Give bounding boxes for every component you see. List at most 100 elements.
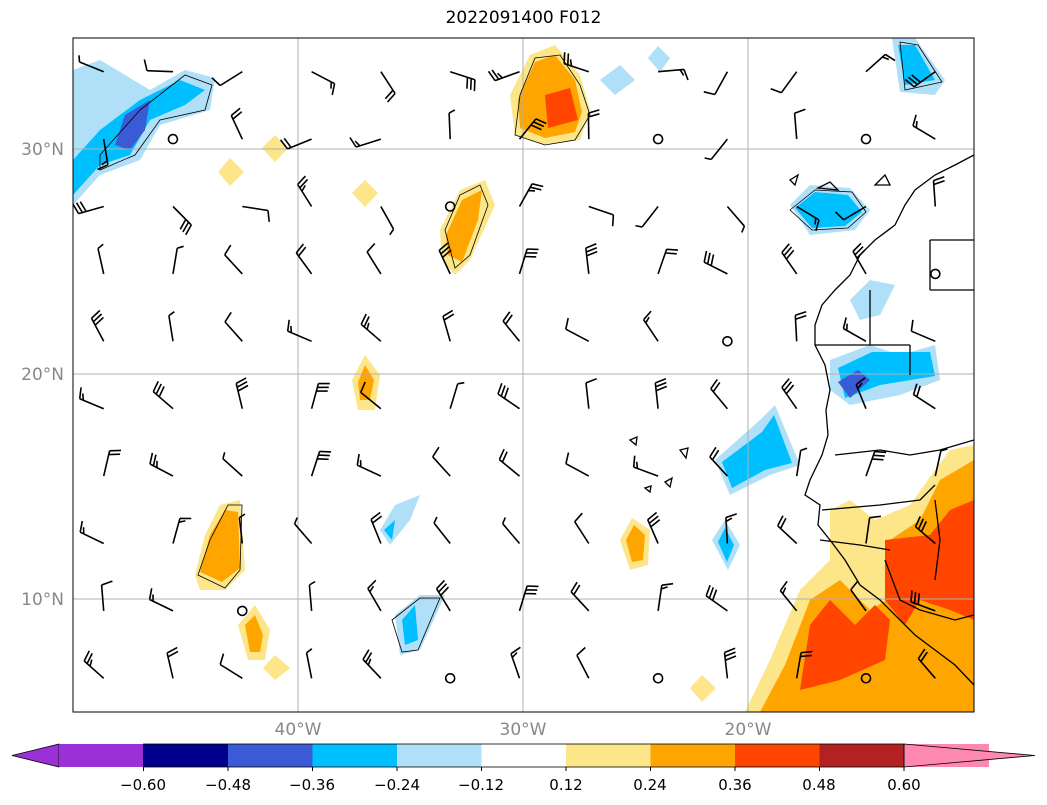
pos-area-dot-d: [352, 180, 378, 207]
pos-area-africa-core: [800, 600, 890, 690]
wind-barb: [912, 383, 936, 410]
wind-barb: [97, 138, 109, 171]
wind-barb: [286, 319, 312, 343]
wind-barb: [279, 137, 312, 150]
wind-barb: [230, 107, 244, 140]
wind-barb: [211, 71, 243, 87]
colorbar: [11, 743, 1036, 771]
wind-barb: [914, 516, 936, 545]
colorbar-segment: [819, 744, 905, 767]
wind-barb: [349, 137, 382, 148]
wind-barb: [224, 311, 243, 342]
wind-barb: [658, 68, 689, 81]
wind-barb: [435, 579, 451, 612]
colorbar-segment: [650, 744, 736, 767]
wind-barb: [725, 513, 737, 544]
pos-area-dot-b: [218, 158, 244, 186]
pos-area-sw2: [263, 655, 290, 680]
wind-barb: [498, 448, 521, 477]
wind-barb: [380, 71, 396, 103]
wind-barb: [168, 311, 175, 342]
wind-barb: [932, 176, 945, 207]
wind-barb: [501, 517, 521, 545]
wind-barb: [97, 243, 105, 275]
wind-barb: [587, 109, 600, 140]
wind-barb: [238, 513, 246, 544]
colorbar-tick-label: 0.24: [633, 776, 666, 794]
colorbar-tick-label: 0.12: [549, 776, 582, 794]
wind-barb: [642, 310, 659, 342]
wind-barb: [78, 387, 105, 410]
wind-barb: [850, 580, 867, 612]
wind-barb: [83, 650, 105, 679]
lon-label-40w: 40°W: [275, 720, 322, 740]
wind-barb: [934, 448, 948, 477]
wind-barb: [487, 69, 520, 82]
pos-area-top-center-core: [545, 88, 578, 128]
colorbar-segment: [228, 744, 313, 767]
wind-barb-calm: [652, 672, 664, 684]
wind-barb: [510, 646, 521, 679]
colorbar-segment: [59, 744, 144, 767]
colorbar-tick-label: 0.60: [887, 776, 920, 794]
wind-barb: [704, 138, 729, 161]
wind-barb: [235, 377, 249, 409]
wind-barb: [360, 313, 382, 342]
colorbar-segment: [566, 744, 651, 767]
wind-barb: [793, 108, 806, 140]
wind-barb: [703, 250, 728, 275]
wind-barb: [311, 70, 336, 96]
wind-barb: [795, 650, 813, 679]
wind-barb: [657, 582, 674, 612]
wind-barb: [172, 205, 192, 236]
neg-area-ne-inner: [898, 45, 935, 85]
wind-barb: [297, 175, 313, 207]
wind-barb: [497, 383, 520, 410]
wind-barb: [293, 517, 313, 545]
wind-barb: [865, 450, 887, 477]
wind-barb: [646, 511, 661, 544]
colorbar-frame: [143, 743, 905, 768]
wind-barb: [219, 653, 243, 679]
wind-barb: [308, 580, 316, 611]
wind-barb: [380, 206, 395, 236]
neg-area-small-f: [850, 280, 895, 320]
wind-barb: [90, 309, 105, 342]
lat-label-30n: 30°N: [21, 140, 64, 160]
wind-barb-calm: [236, 605, 248, 617]
wind-barb: [852, 242, 867, 275]
wind-barb-calm: [860, 133, 872, 145]
wind-barb: [449, 381, 465, 409]
wind-barb: [565, 452, 590, 477]
wind-barb: [172, 517, 192, 544]
wind-barb: [73, 201, 104, 215]
neg-area-capeverde-inner: [722, 415, 792, 488]
wind-barb: [359, 381, 382, 410]
neg-area-nw-core: [115, 100, 150, 150]
colorbar-segment: [312, 744, 398, 767]
wind-barbs: [73, 52, 948, 684]
wind-barb: [166, 646, 179, 679]
wind-barb-calm: [167, 133, 179, 145]
wind-barb: [449, 70, 476, 92]
neg-area-small-e: [648, 46, 670, 72]
wind-barb: [152, 381, 174, 410]
wind-barb: [910, 590, 936, 612]
wind-barb: [148, 588, 174, 612]
wind-barb: [502, 311, 521, 342]
wind-barb: [305, 648, 313, 679]
wind-barb: [834, 205, 867, 221]
wind-barb: [518, 183, 544, 207]
neg-area-small-b: [380, 495, 420, 545]
wind-barb: [865, 515, 881, 544]
pos-area-dot-a: [690, 675, 716, 702]
wind-barb: [102, 449, 122, 477]
wind-barb: [438, 242, 452, 275]
wind-barb: [781, 243, 798, 275]
wind-barb: [585, 377, 597, 409]
map-frame: [72, 37, 975, 713]
wind-barb: [442, 309, 455, 342]
pos-area-mid-inner: [446, 190, 482, 262]
colorbar-tick-label: 0.36: [718, 776, 751, 794]
map-title: 2022091400 F012: [445, 8, 602, 28]
